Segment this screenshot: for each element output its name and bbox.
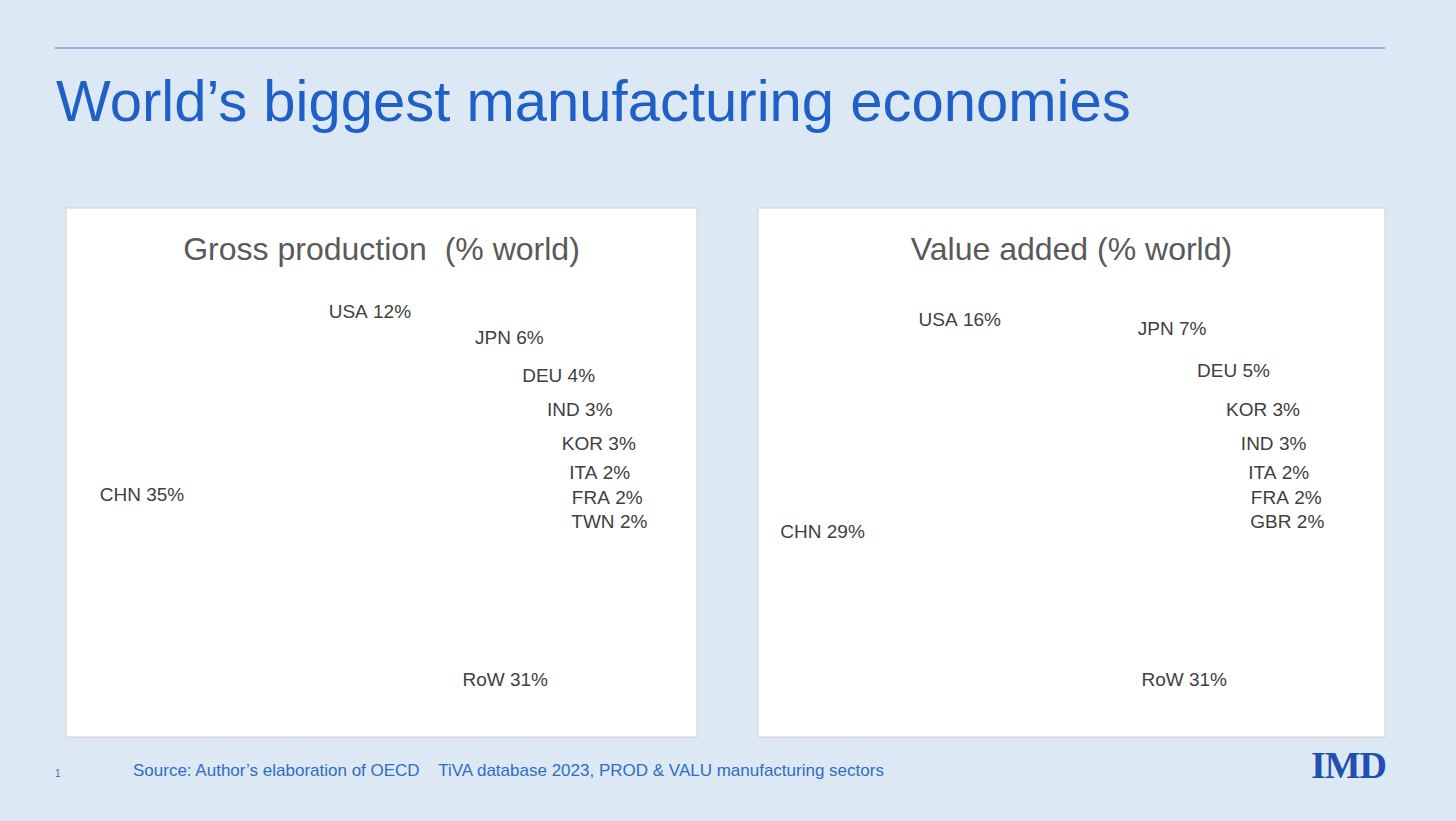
source-note: Source: Author’s elaboration of OECD TiV… [133,761,884,780]
slice-value: 16% [963,309,1001,330]
slice-value: 2% [615,487,643,508]
slice-value: 31% [510,669,548,690]
panel-frame [66,208,697,737]
slice-label: JPN7% [1138,318,1207,339]
slice-category: RoW [462,669,504,690]
slice-label: GBR 2% [1250,511,1324,532]
slice-value: 29% [827,521,865,542]
slice-value: 7% [1179,318,1207,339]
slice-category: USA [329,301,368,322]
slice-label: CHN35% [100,484,185,505]
chart-panel: Value added (% world) CHN 29% USA 16% JPN7% DE… [758,208,1385,737]
slice-category: GBR [1250,511,1291,532]
slice-value: 5% [1242,360,1270,381]
slice-label: RoW 31% [1141,669,1227,690]
slice-category: FRA [1251,487,1289,508]
slice-category: USA [918,309,957,330]
slice-category: ITA [569,462,597,483]
header-rule [55,48,1385,49]
slice-label: FRA2% [1251,487,1322,508]
panel-frame [758,208,1385,737]
chart-title: Value added (% world) [911,231,1232,267]
slice-category: JPN [475,327,511,348]
slice-value: 4% [568,365,596,386]
slice-label: ITA 2% [1248,462,1309,483]
slice-category: JPN [1138,318,1174,339]
slice-category: ITA [1248,462,1276,483]
slice-label: RoW 31% [462,669,548,690]
slice-value: 2% [1282,462,1310,483]
slice-label: TWN 2% [571,511,647,532]
slice-label: FRA2% [572,487,643,508]
slice-category: IND [1241,433,1274,454]
slice-category: DEU [522,365,562,386]
logo: IMD [1311,744,1386,786]
slice-value: 2% [1297,511,1325,532]
slice-label: ITA 2% [569,462,630,483]
slice-category: TWN [571,511,614,532]
slice-label: USA12% [329,301,412,322]
chart-panel: Gross production (% world) CHN35% USA12% JP… [66,208,697,737]
slice-label: DEU 4% [522,365,595,386]
slice-category: CHN [780,521,821,542]
page: World’s biggest manufacturing economies 1… [0,0,1456,821]
slice-value: 3% [1273,399,1301,420]
slice-label: KOR3% [562,433,636,454]
slice-label: USA 16% [918,309,1001,330]
slice-label: IND3% [547,399,613,420]
slice-category: KOR [562,433,603,454]
slice-category: FRA [572,487,610,508]
slice-category: IND [547,399,580,420]
slice-label: JPN6% [475,327,544,348]
slice-label: KOR 3% [1226,399,1300,420]
slice-value: 3% [608,433,636,454]
page-number: 1 [55,768,61,779]
slice-value: 31% [1189,669,1227,690]
slice-category: CHN [100,484,141,505]
slice-value: 3% [585,399,613,420]
slice-value: 2% [620,511,648,532]
slice-value: 3% [1279,433,1307,454]
slice-category: KOR [1226,399,1267,420]
slice-value: 2% [603,462,631,483]
slice-value: 12% [373,301,411,322]
chart-title: Gross production (% world) [183,231,580,267]
slice-value: 35% [146,484,184,505]
slice-label: DEU5% [1197,360,1270,381]
background [0,0,1456,821]
page-title: World’s biggest manufacturing economies [56,68,1131,133]
slice-category: DEU [1197,360,1237,381]
slice-value: 2% [1294,487,1322,508]
slice-value: 6% [516,327,544,348]
data-labels: CHN29%USA16%JPN7%DEU5%KOR3%IND3%ITA2%FRA… [780,309,1324,690]
slice-label: IND3% [1241,433,1307,454]
slice-category: RoW [1141,669,1183,690]
data-labels: CHN35%USA12%JPN6%DEU4%IND3%KOR3%ITA2%FRA… [100,301,648,690]
slice-label: CHN 29% [780,521,865,542]
